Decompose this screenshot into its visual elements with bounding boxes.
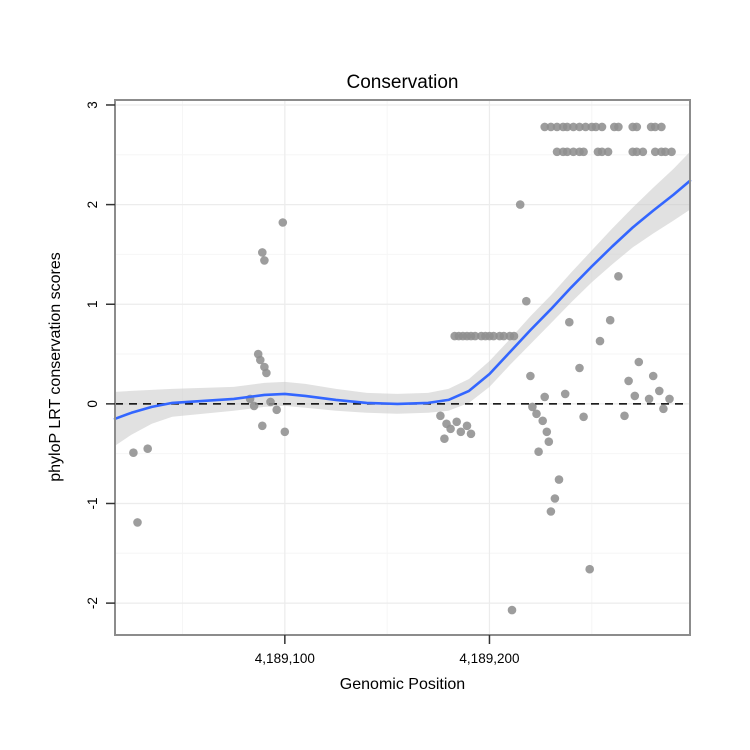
y-tick-label: 0: [85, 400, 100, 408]
data-point: [540, 392, 549, 402]
data-point: [659, 404, 668, 414]
x-tick-label: 4,189,100: [255, 651, 315, 666]
data-point: [522, 296, 531, 306]
data-point: [143, 444, 152, 454]
data-point: [603, 147, 613, 157]
data-point: [526, 371, 535, 381]
data-point: [446, 424, 455, 434]
data-point: [540, 122, 549, 132]
data-point: [528, 402, 537, 412]
confidence-band: [115, 151, 690, 446]
data-point: [515, 200, 525, 209]
data-point: [614, 122, 623, 132]
data-point: [532, 409, 541, 419]
data-point: [597, 147, 607, 157]
data-point: [499, 331, 509, 341]
data-point: [657, 122, 666, 132]
data-point: [565, 317, 574, 327]
chart-title: Conservation: [346, 72, 459, 93]
data-point: [624, 376, 633, 386]
x-axis-label: Genomic Position: [339, 676, 466, 693]
data-point: [591, 122, 601, 132]
data-point: [440, 434, 449, 444]
data-point: [249, 401, 259, 411]
data-point: [630, 391, 640, 401]
y-tick-label: 3: [85, 101, 100, 109]
data-point: [579, 147, 588, 157]
data-point: [466, 429, 476, 439]
data-point: [436, 411, 445, 421]
data-point: [456, 427, 466, 437]
data-point: [133, 518, 142, 527]
panel-border: [114, 99, 691, 636]
data-point: [262, 368, 271, 378]
data-point: [546, 507, 556, 516]
smooth-line: [113, 179, 692, 421]
y-tick-label: 2: [85, 201, 100, 209]
data-point: [462, 421, 472, 431]
data-point: [667, 147, 676, 157]
data-point: [644, 394, 654, 404]
data-point: [258, 421, 267, 431]
data-point: [509, 331, 519, 341]
data-point: [632, 122, 642, 132]
data-point: [507, 605, 517, 615]
data-point: [595, 336, 605, 346]
x-tick-label: 4,189,200: [459, 651, 519, 666]
data-point: [579, 412, 588, 422]
y-tick-label: 1: [85, 300, 100, 308]
y-tick-label: -1: [85, 497, 100, 509]
data-point: [266, 397, 275, 407]
data-point: [452, 417, 462, 427]
y-tick-label: -2: [85, 597, 100, 609]
data-point: [552, 122, 562, 132]
data-point: [272, 405, 282, 415]
data-point: [562, 122, 572, 132]
data-point: [470, 331, 480, 341]
data-point: [597, 122, 607, 132]
data-point: [569, 147, 578, 157]
data-point: [129, 448, 138, 458]
data-point: [655, 386, 664, 396]
data-point: [544, 437, 554, 447]
data-point: [534, 447, 543, 457]
data-point: [575, 122, 584, 132]
data-point: [280, 427, 290, 437]
data-point: [562, 147, 572, 157]
data-point: [258, 248, 267, 257]
data-point: [620, 411, 629, 421]
data-point: [489, 331, 498, 341]
data-point: [569, 122, 578, 132]
data-point: [661, 147, 670, 157]
data-point: [648, 371, 658, 381]
data-point: [278, 218, 288, 227]
data-point: [546, 122, 556, 132]
data-point: [552, 147, 562, 157]
data-point: [605, 315, 615, 325]
data-point: [560, 389, 570, 399]
data-point: [538, 416, 547, 426]
data-point: [255, 355, 265, 365]
panel-background: [115, 100, 690, 635]
data-point: [665, 394, 674, 404]
data-point: [585, 564, 594, 574]
data-point: [575, 363, 584, 373]
data-point: [650, 122, 660, 132]
data-point: [554, 475, 564, 484]
data-point: [650, 147, 660, 157]
data-point: [614, 272, 623, 281]
data-point: [542, 427, 552, 437]
data-point: [632, 147, 642, 157]
data-point: [634, 357, 644, 367]
data-point: [581, 122, 590, 132]
data-point: [260, 256, 269, 265]
data-point: [638, 147, 648, 157]
data-point: [550, 494, 560, 503]
